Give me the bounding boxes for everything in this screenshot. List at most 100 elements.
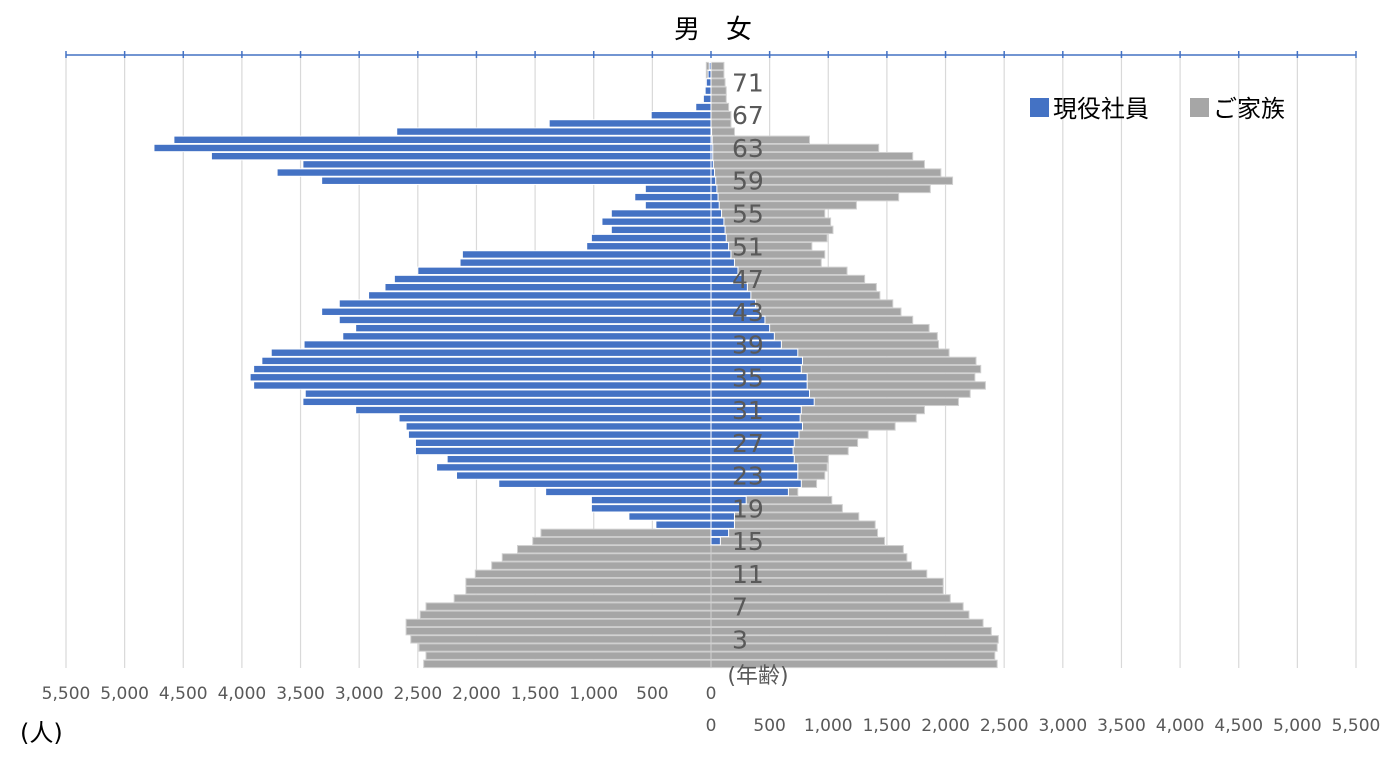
bar-employee-male-age-39 — [303, 340, 712, 349]
tick-label-left-5000: 5,000 — [100, 684, 149, 704]
bar-employee-male-age-29 — [405, 422, 712, 431]
bar-employee-male-age-69 — [702, 94, 712, 104]
bar-employee-female-age-64 — [710, 135, 713, 144]
bar-family-male-age-5 — [405, 618, 712, 628]
bar-family-male-age-6 — [419, 610, 712, 619]
bar-family-female-age-5 — [710, 618, 984, 628]
unit-label: (人) — [20, 719, 63, 747]
legend-label-employee: 現役社員 — [1053, 95, 1149, 123]
bar-employee-male-age-37 — [261, 356, 712, 366]
tick-label-left-2000: 2,000 — [452, 684, 501, 704]
bar-employee-male-age-48 — [417, 266, 712, 276]
legend-swatch-employee — [1030, 98, 1049, 117]
bar-employee-female-age-17 — [710, 520, 735, 529]
bar-family-female-age-3 — [710, 635, 999, 644]
bar-employee-male-age-62 — [210, 151, 712, 161]
bar-family-male-age-12 — [491, 561, 712, 570]
bar-family-female-age-10 — [710, 577, 944, 587]
bar-employee-female-age-49 — [710, 258, 735, 267]
bar-employee-male-age-61 — [302, 160, 712, 169]
bar-employee-male-age-67 — [650, 111, 712, 120]
age-label-51: 51 — [732, 232, 764, 261]
age-label-59: 59 — [732, 167, 764, 196]
bar-employee-male-age-58 — [644, 184, 712, 194]
age-label-43: 43 — [732, 298, 764, 327]
bar-employee-female-age-54 — [710, 217, 725, 226]
bar-family-male-age-10 — [465, 577, 712, 587]
bar-employee-female-age-29 — [710, 422, 803, 431]
bar-employee-female-age-19 — [710, 504, 741, 513]
bar-employee-male-age-33 — [304, 389, 712, 398]
bar-employee-female-age-34 — [710, 381, 808, 390]
legend-label-family: ご家族 — [1213, 95, 1285, 123]
bar-employee-male-age-24 — [436, 463, 712, 472]
bar-family-male-age-8 — [453, 594, 712, 603]
bar-employee-female-age-35 — [710, 373, 808, 382]
bar-family-female-age-73 — [710, 61, 725, 71]
age-label-31: 31 — [732, 396, 764, 425]
bar-employee-female-age-47 — [710, 274, 744, 284]
bar-employee-male-age-19 — [590, 504, 712, 513]
bar-employee-female-age-51 — [710, 242, 730, 251]
bar-employee-female-age-46 — [710, 283, 748, 292]
bar-family-female-age-55 — [710, 209, 826, 218]
bar-employee-male-age-34 — [253, 381, 712, 390]
bar-family-female-age-8 — [710, 594, 951, 603]
bar-employee-female-age-55 — [710, 209, 723, 218]
bar-family-male-age-2 — [418, 643, 712, 652]
bar-family-female-age-2 — [710, 643, 998, 652]
bar-employee-male-age-17 — [655, 520, 712, 529]
bar-employee-male-age-50 — [461, 250, 712, 259]
bar-employee-female-age-23 — [710, 471, 799, 480]
bar-employee-male-age-57 — [634, 192, 712, 202]
bar-employee-female-age-40 — [710, 332, 775, 341]
bar-employee-female-age-65 — [710, 127, 713, 136]
bar-employee-male-age-66 — [548, 119, 712, 128]
age-axis-label: (年齢) — [727, 664, 788, 689]
bar-employee-female-age-43 — [710, 307, 761, 316]
bar-employee-male-age-49 — [459, 258, 712, 267]
tick-label-left-4500: 4,500 — [159, 684, 208, 704]
chart-title: 男 女 — [674, 15, 752, 45]
bar-employee-male-age-26 — [414, 446, 712, 456]
bar-employee-female-age-50 — [710, 250, 732, 259]
bar-employee-female-age-31 — [710, 405, 802, 415]
bar-family-male-age-16 — [540, 528, 712, 538]
bar-family-male-age-7 — [425, 602, 712, 611]
bar-family-female-age-12 — [710, 561, 913, 570]
bar-employee-female-age-61 — [710, 160, 714, 169]
tick-label-left-5500: 5,500 — [42, 684, 91, 704]
age-label-47: 47 — [732, 265, 764, 294]
bar-employee-female-age-52 — [710, 233, 727, 243]
bar-family-female-age-14 — [710, 545, 904, 554]
bar-employee-male-age-22 — [498, 479, 712, 488]
bar-employee-female-age-18 — [710, 512, 735, 521]
bar-family-female-age-0 — [710, 659, 998, 669]
bar-employee-female-age-32 — [710, 397, 815, 407]
bar-employee-female-age-41 — [710, 323, 771, 333]
bar-family-female-age-66 — [710, 119, 732, 128]
bar-employee-male-age-51 — [586, 242, 712, 251]
age-label-15: 15 — [732, 527, 764, 556]
bar-family-female-age-11 — [710, 569, 928, 579]
bar-employee-female-age-21 — [710, 487, 789, 497]
bar-employee-male-age-30 — [398, 414, 712, 423]
bar-family-male-age-15 — [532, 536, 712, 546]
tick-label-left-4000: 4,000 — [218, 684, 267, 704]
tick-labels: 0 0 500 500 1,000 1,000 1,500 1,500 2,000 2,000 2,… — [42, 684, 1381, 736]
bar-employee-female-age-42 — [710, 315, 766, 325]
tick-label-left-2500: 2,500 — [393, 684, 442, 704]
bar-employee-male-age-70 — [704, 86, 712, 95]
bar-employee-female-age-26 — [710, 446, 794, 456]
bar-employee-female-age-15 — [710, 536, 721, 546]
bar-family-female-age-9 — [710, 586, 944, 595]
tick-label-right-3000: 3,000 — [1038, 716, 1087, 736]
bar-employee-male-age-72 — [707, 70, 712, 79]
tick-label-right-5500: 5,500 — [1332, 716, 1381, 736]
bar-employee-female-age-48 — [710, 266, 739, 276]
bar-employee-male-age-40 — [342, 332, 712, 341]
bars — [153, 61, 999, 669]
tick-label-left-1000: 1,000 — [569, 684, 618, 704]
bar-family-female-age-67 — [710, 111, 732, 120]
bar-employee-male-age-20 — [590, 495, 712, 505]
